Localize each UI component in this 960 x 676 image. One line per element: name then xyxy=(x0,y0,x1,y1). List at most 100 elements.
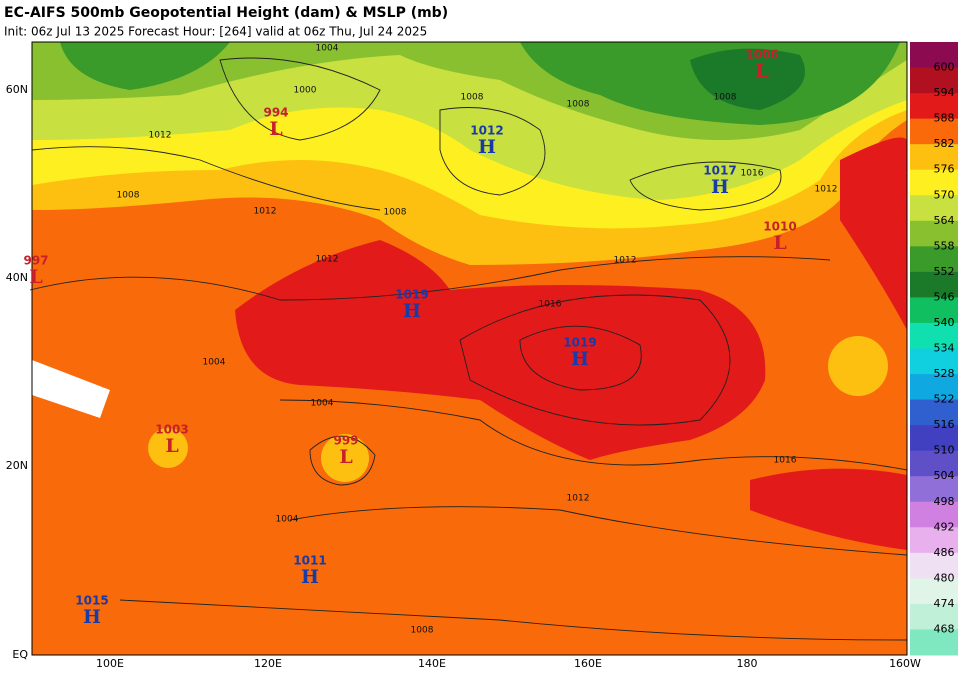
subtitle: Init: 06z Jul 13 2025 Forecast Hour: [26… xyxy=(4,25,427,39)
colorbar: 600 594 588 582 576 570 564 558 552 546 540 534 528 5… xyxy=(910,42,958,656)
colorbar-cell xyxy=(910,527,958,554)
colorbar-cell xyxy=(910,195,958,222)
colorbar-cell xyxy=(910,93,958,120)
center-value: 1006 xyxy=(745,48,778,62)
colorbar-label: 522 xyxy=(934,393,955,406)
center-value: 994 xyxy=(263,106,288,120)
center-letter: L xyxy=(269,118,282,140)
colorbar-cell xyxy=(910,297,958,324)
isobar-labels: 1004 1000 1012 1008 1012 1008 1008 1008 1016 1012… xyxy=(117,44,838,636)
colorbar-label: 492 xyxy=(934,520,955,533)
center-value: 1010 xyxy=(763,220,796,234)
colorbar-cell xyxy=(910,42,958,69)
lat-label: 20N xyxy=(6,459,28,472)
center-letter: H xyxy=(711,176,729,198)
center-letter: L xyxy=(339,446,352,468)
colorbar-label: 552 xyxy=(934,265,955,278)
center-letter: H xyxy=(83,606,101,628)
colorbar-label: 528 xyxy=(934,367,955,380)
colorbar-label: 498 xyxy=(934,495,955,508)
lat-label: 60N xyxy=(6,83,28,96)
isobar-label: 1016 xyxy=(741,169,764,179)
isobar-label: 1008 xyxy=(714,93,737,103)
colorbar-cell xyxy=(910,220,958,247)
isobar-label: 1016 xyxy=(539,300,562,310)
lat-label: EQ xyxy=(12,648,28,661)
colorbar-cell xyxy=(910,144,958,171)
isobar-label: 1000 xyxy=(294,86,317,96)
colorbar-label: 588 xyxy=(934,112,955,125)
isobar-label: 1008 xyxy=(384,208,407,218)
colorbar-cell xyxy=(910,169,958,196)
isobar-label: 1004 xyxy=(316,44,339,54)
colorbar-label: 486 xyxy=(934,546,955,559)
isobar-label: 1012 xyxy=(316,255,339,265)
center-letter: H xyxy=(301,566,319,588)
latitude-labels: 60N 40N 20N EQ xyxy=(6,83,29,661)
colorbar-cell xyxy=(910,578,958,605)
center-value: 1011 xyxy=(293,554,326,568)
colorbar-label: 582 xyxy=(934,137,955,150)
colorbar-cell xyxy=(910,450,958,477)
colorbar-label: 576 xyxy=(934,163,955,176)
center-letter: H xyxy=(478,136,496,158)
colorbar-label: 546 xyxy=(934,290,955,303)
lon-label: 140E xyxy=(418,657,446,670)
lon-label: 160W xyxy=(889,657,921,670)
colorbar-label: 594 xyxy=(934,86,955,99)
center-letter: L xyxy=(755,60,768,82)
center-value: 1019 xyxy=(563,336,596,350)
colorbar-label: 468 xyxy=(934,622,955,635)
title: EC-AIFS 500mb Geopotential Height (dam) … xyxy=(4,5,448,21)
isobar-label: 1008 xyxy=(117,191,140,201)
colorbar-label: 516 xyxy=(934,418,955,431)
lon-label: 100E xyxy=(96,657,124,670)
colorbar-label: 534 xyxy=(934,342,955,355)
colorbar-cell xyxy=(910,246,958,273)
colorbar-cell xyxy=(910,629,958,656)
isobar-label: 1012 xyxy=(567,494,590,504)
colorbar-cell xyxy=(910,501,958,528)
isobar-label: 1012 xyxy=(254,207,277,217)
center-value: 997 xyxy=(23,254,48,268)
colorbar-cell xyxy=(910,476,958,503)
colorbar-label: 540 xyxy=(934,316,955,329)
colorbar-cell xyxy=(910,399,958,426)
colorbar-label: 600 xyxy=(934,61,955,74)
colorbar-label: 480 xyxy=(934,571,955,584)
center-value: 1019 xyxy=(395,288,428,302)
center-value: 999 xyxy=(333,434,358,448)
colorbar-label: 504 xyxy=(934,469,955,482)
isobar-label: 1012 xyxy=(149,131,172,141)
colorbar-cell xyxy=(910,67,958,94)
center-value: 1012 xyxy=(470,124,503,138)
colorbar-label: 510 xyxy=(934,444,955,457)
lat-label: 40N xyxy=(6,271,28,284)
isobar-label: 1004 xyxy=(276,515,299,525)
center-value: 1017 xyxy=(703,164,736,178)
isobar-label: 1012 xyxy=(815,185,838,195)
map-area xyxy=(29,41,908,656)
isobar-label: 1004 xyxy=(203,358,226,368)
isobar-label: 1004 xyxy=(311,399,334,409)
colorbar-cell xyxy=(910,118,958,145)
isobar-label: 1008 xyxy=(461,93,484,103)
center-value: 1003 xyxy=(155,423,188,437)
center-letter: H xyxy=(571,348,589,370)
colorbar-cell xyxy=(910,271,958,298)
center-letter: L xyxy=(29,266,42,288)
lon-label: 160E xyxy=(574,657,602,670)
colorbar-cell xyxy=(910,425,958,452)
center-letter: L xyxy=(165,435,178,457)
lon-label: 180 xyxy=(737,657,758,670)
colorbar-cell xyxy=(910,348,958,375)
colorbar-cell xyxy=(910,322,958,349)
lon-label: 120E xyxy=(254,657,282,670)
center-letter: H xyxy=(403,300,421,322)
isobar-label: 1016 xyxy=(774,456,797,466)
longitude-labels: 100E 120E 140E 160E 180 160W xyxy=(96,657,921,670)
colorbar-label: 474 xyxy=(934,597,955,610)
colorbar-label: 570 xyxy=(934,188,955,201)
